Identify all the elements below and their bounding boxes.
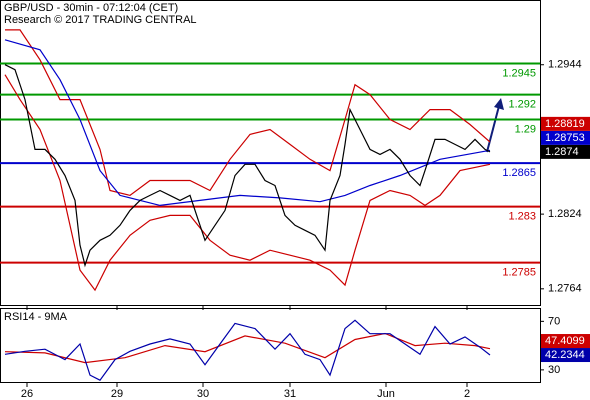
x-tick-label: Jun [377, 388, 395, 400]
level-label: 1.29 [515, 123, 536, 135]
y-tick-label: 30 [548, 364, 560, 376]
last-value-label: 1.28753 [545, 132, 585, 144]
last-value-box [541, 116, 590, 131]
series-line [4, 74, 491, 292]
x-tick-label: 26 [21, 388, 33, 400]
last-value-label: 47.4099 [545, 335, 585, 347]
x-tick-label: 2 [464, 388, 470, 400]
level-label: 1.2865 [502, 167, 536, 179]
x-tick-label: 29 [111, 388, 123, 400]
y-tick-label: 1.2944 [548, 59, 582, 71]
last-value-box [541, 130, 590, 145]
x-tick-label: 31 [284, 388, 296, 400]
x-tick-label: 30 [197, 388, 209, 400]
y-tick-label: 70 [548, 315, 560, 327]
level-label: 1.2785 [502, 267, 536, 279]
panel-frame [0, 0, 541, 306]
level-label: 1.283 [508, 211, 536, 223]
forecast-arrowhead [494, 98, 504, 110]
level-label: 1.292 [508, 99, 536, 111]
level-label: 1.2945 [502, 67, 536, 79]
last-value-label: 1.28819 [545, 118, 585, 130]
last-value-box [541, 334, 590, 349]
forecast-arrow [486, 105, 500, 153]
series-line [4, 319, 491, 381]
series-line [5, 29, 491, 197]
y-tick-label: 1.2824 [548, 208, 582, 220]
chart-title: GBP/USD - 30min - 07:12:04 (CET) [4, 2, 178, 14]
chart-subtitle: Research © 2017 TRADING CENTRAL [4, 14, 197, 26]
last-value-box [541, 144, 590, 159]
last-value-box [541, 348, 590, 363]
series-line [4, 39, 491, 207]
last-value-label: 42.2344 [545, 349, 585, 361]
panel-frame [0, 308, 541, 383]
series-line [4, 332, 491, 364]
y-tick-label: 1.2764 [548, 283, 582, 295]
panel-title: RSI14 - 9MA [4, 311, 68, 323]
series-line [4, 64, 491, 268]
last-value-label: 1.2874 [545, 146, 579, 158]
